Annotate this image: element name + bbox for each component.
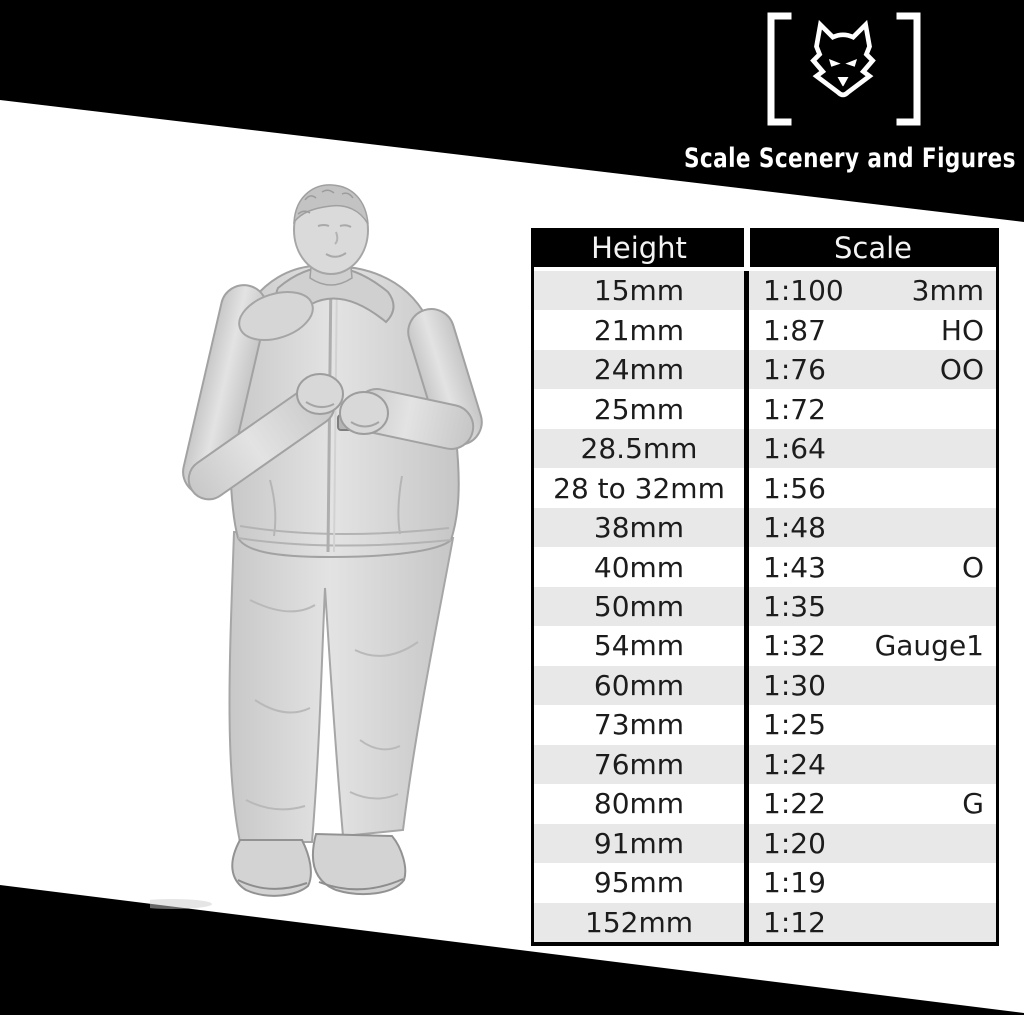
table-header: Height Scale xyxy=(534,228,996,271)
table-row: 21mm 1:87 HO xyxy=(534,310,996,350)
table-row: 28 to 32mm 1:56 xyxy=(534,468,996,508)
table-row: 50mm 1:35 xyxy=(534,586,996,627)
gauge-label: 3mm xyxy=(911,274,984,308)
ratio-text: 1:64 xyxy=(763,432,826,466)
height-cell: 40mm xyxy=(593,550,685,584)
ratio-text: 1:35 xyxy=(763,589,826,623)
table-row: 152mm 1:12 xyxy=(534,902,996,942)
height-cell: 80mm xyxy=(593,787,685,821)
brand-text: Scale Scenery and Figures xyxy=(684,143,1016,174)
ratio-text: 1:20 xyxy=(763,826,826,860)
scale-cell: 1:76 OO xyxy=(744,349,996,390)
height-cell: 28 to 32mm xyxy=(553,471,725,505)
table-row: 28.5mm 1:64 xyxy=(534,428,996,469)
height-cell: 95mm xyxy=(593,866,685,900)
height-cell: 152mm xyxy=(585,905,693,939)
wolf-logo-icon xyxy=(767,12,921,126)
header-height: Height xyxy=(591,230,687,265)
scale-cell: 1:35 xyxy=(744,586,996,627)
table-row: 54mm 1:32 Gauge1 xyxy=(534,626,996,666)
scale-cell: 1:30 xyxy=(744,665,996,706)
scale-cell: 1:24 xyxy=(744,744,996,785)
ratio-text: 1:76 xyxy=(763,353,826,387)
ratio-text: 1:30 xyxy=(763,668,826,702)
table-row: 24mm 1:76 OO xyxy=(534,349,996,390)
gauge-label: HO xyxy=(940,313,984,347)
table-row: 38mm 1:48 xyxy=(534,507,996,548)
left-bracket-icon xyxy=(767,12,792,126)
height-cell: 50mm xyxy=(593,589,685,623)
ratio-text: 1:56 xyxy=(763,471,826,505)
table-row: 95mm 1:19 xyxy=(534,863,996,903)
ratio-text: 1:25 xyxy=(763,708,826,742)
scale-cell: 1:22 G xyxy=(744,784,996,824)
scale-cell: 1:32 Gauge1 xyxy=(744,626,996,666)
figure-image xyxy=(132,180,510,920)
height-cell: 76mm xyxy=(593,747,685,781)
height-cell: 54mm xyxy=(593,629,685,663)
table-row: 40mm 1:43 O xyxy=(534,547,996,587)
ratio-text: 1:22 xyxy=(763,787,826,821)
man-figure xyxy=(132,184,483,909)
ratio-text: 1:100 xyxy=(763,274,844,308)
scale-cell: 1:20 xyxy=(744,823,996,864)
ratio-text: 1:43 xyxy=(763,550,826,584)
height-cell: 21mm xyxy=(593,313,685,347)
height-cell: 24mm xyxy=(593,353,685,387)
scale-cell: 1:12 xyxy=(744,902,996,942)
scale-cell: 1:25 xyxy=(744,705,996,745)
table-row: 73mm 1:25 xyxy=(534,705,996,745)
scale-cell: 1:64 xyxy=(744,428,996,469)
ratio-text: 1:48 xyxy=(763,511,826,545)
scale-cell: 1:48 xyxy=(744,507,996,548)
ratio-text: 1:32 xyxy=(763,629,826,663)
height-cell: 38mm xyxy=(593,511,685,545)
ratio-text: 1:24 xyxy=(763,747,826,781)
scale-table: Height Scale 15mm 1:100 3mm 21mm 1:87 HO 24m… xyxy=(531,228,999,946)
table-row: 15mm 1:100 3mm xyxy=(534,271,996,311)
right-bracket-icon xyxy=(896,12,921,126)
height-cell: 60mm xyxy=(593,668,685,702)
height-cell: 28.5mm xyxy=(580,432,698,466)
gauge-label: Gauge1 xyxy=(874,629,984,663)
gauge-label: OO xyxy=(939,353,984,387)
scale-cell: 1:87 HO xyxy=(744,310,996,350)
wolf-logo xyxy=(758,4,930,134)
table-row: 60mm 1:30 xyxy=(534,665,996,706)
gauge-label: G xyxy=(962,787,984,821)
scale-cell: 1:19 xyxy=(744,863,996,903)
ratio-text: 1:12 xyxy=(763,905,826,939)
height-cell: 73mm xyxy=(593,708,685,742)
scale-cell: 1:56 xyxy=(744,468,996,508)
table-row: 91mm 1:20 xyxy=(534,823,996,864)
table-body: 15mm 1:100 3mm 21mm 1:87 HO 24mm 1:76 OO 25mm 1… xyxy=(534,271,996,942)
height-cell: 91mm xyxy=(593,826,685,860)
scale-cell: 1:100 3mm xyxy=(744,271,996,311)
scale-cell: 1:72 xyxy=(744,389,996,429)
scale-cell: 1:43 O xyxy=(744,547,996,587)
height-cell: 15mm xyxy=(593,274,685,308)
ratio-text: 1:72 xyxy=(763,392,826,426)
table-row: 76mm 1:24 xyxy=(534,744,996,785)
table-row: 80mm 1:22 G xyxy=(534,784,996,824)
height-cell: 25mm xyxy=(593,392,685,426)
ratio-text: 1:87 xyxy=(763,313,826,347)
ratio-text: 1:19 xyxy=(763,866,826,900)
gauge-label: O xyxy=(961,550,984,584)
header-scale: Scale xyxy=(744,228,996,267)
table-row: 25mm 1:72 xyxy=(534,389,996,429)
wolf-head-icon xyxy=(810,19,876,98)
